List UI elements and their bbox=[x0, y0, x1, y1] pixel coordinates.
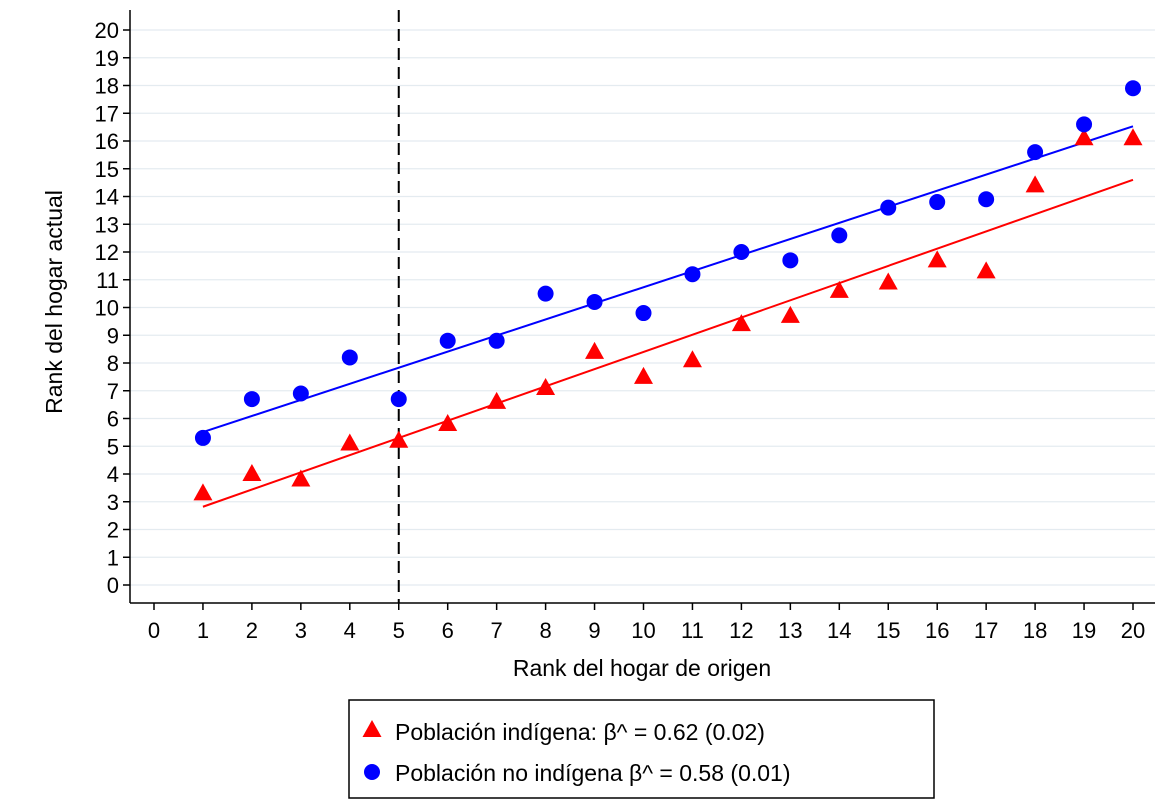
grid-lines bbox=[130, 29, 1155, 586]
point-indigena-2 bbox=[242, 464, 262, 481]
point-no-indigena-16 bbox=[929, 194, 946, 211]
x-tick-label-9: 9 bbox=[588, 618, 600, 643]
y-tick-label-18: 18 bbox=[95, 74, 119, 99]
legend-marker-no-indigena bbox=[364, 764, 380, 780]
y-axis-title: Rank del hogar actual bbox=[41, 190, 67, 414]
fit-line-indigena bbox=[202, 178, 1134, 508]
x-tick-label-3: 3 bbox=[295, 618, 307, 643]
x-tick-label-8: 8 bbox=[539, 618, 551, 643]
x-tick-label-5: 5 bbox=[393, 618, 405, 643]
point-no-indigena-3 bbox=[292, 385, 309, 402]
point-indigena-5 bbox=[389, 430, 409, 448]
point-no-indigena-11 bbox=[684, 266, 701, 283]
point-indigena-9 bbox=[585, 341, 605, 359]
x-tick-label-20: 20 bbox=[1121, 618, 1145, 643]
point-indigena-19 bbox=[1074, 128, 1094, 146]
point-no-indigena-13 bbox=[782, 252, 799, 269]
point-no-indigena-10 bbox=[635, 305, 652, 322]
legend-label-indigena: Población indígena: β^ = 0.62 (0.02) bbox=[395, 719, 765, 745]
point-no-indigena-4 bbox=[341, 349, 358, 366]
x-tick-label-10: 10 bbox=[631, 618, 655, 643]
legend-label-no-indigena: Población no indígena β^ = 0.58 (0.01) bbox=[395, 760, 791, 786]
point-no-indigena-17 bbox=[978, 191, 995, 208]
point-indigena-10 bbox=[634, 366, 653, 384]
data-points bbox=[193, 80, 1143, 501]
point-indigena-13 bbox=[780, 305, 800, 323]
x-tick-label-4: 4 bbox=[344, 618, 356, 643]
x-axis-title: Rank del hogar de origen bbox=[513, 655, 771, 681]
point-indigena-17 bbox=[976, 261, 996, 279]
point-no-indigena-5 bbox=[390, 391, 407, 408]
x-tick-label-7: 7 bbox=[491, 618, 503, 643]
y-tick-label-0: 0 bbox=[107, 573, 119, 598]
fit-line-no-indigena bbox=[202, 125, 1134, 434]
legend: Población indígena: β^ = 0.62 (0.02) Pob… bbox=[348, 699, 935, 799]
point-no-indigena-6 bbox=[439, 332, 456, 349]
y-tick-label-8: 8 bbox=[107, 351, 119, 376]
legend-items bbox=[362, 720, 382, 780]
point-no-indigena-19 bbox=[1076, 116, 1093, 133]
x-tick-label-12: 12 bbox=[729, 618, 753, 643]
x-tick-label-14: 14 bbox=[827, 618, 851, 643]
x-axis-ticks: 0 1 2 3 4 5 6 7 8 9 10 11 12 13 14 15 16 17 18 19 20 bbox=[148, 603, 1145, 643]
point-no-indigena-9 bbox=[586, 293, 603, 310]
y-tick-label-1: 1 bbox=[107, 545, 119, 570]
point-no-indigena-20 bbox=[1125, 80, 1141, 97]
y-tick-label-6: 6 bbox=[107, 407, 119, 432]
y-tick-label-10: 10 bbox=[95, 296, 119, 321]
point-indigena-12 bbox=[731, 314, 751, 332]
y-tick-label-19: 19 bbox=[95, 46, 119, 71]
y-tick-label-13: 13 bbox=[95, 212, 119, 237]
x-tick-label-1: 1 bbox=[197, 618, 209, 643]
y-tick-label-12: 12 bbox=[95, 240, 119, 265]
x-tick-label-18: 18 bbox=[1023, 618, 1047, 643]
y-tick-label-2: 2 bbox=[107, 518, 119, 543]
x-tick-label-16: 16 bbox=[925, 618, 949, 643]
x-tick-label-17: 17 bbox=[974, 618, 998, 643]
y-tick-label-7: 7 bbox=[107, 379, 119, 404]
point-no-indigena-7 bbox=[488, 332, 505, 349]
x-tick-label-11: 11 bbox=[681, 618, 704, 643]
y-tick-label-3: 3 bbox=[107, 490, 119, 515]
x-tick-label-19: 19 bbox=[1072, 618, 1096, 643]
legend-box bbox=[348, 699, 935, 799]
x-tick-label-13: 13 bbox=[778, 618, 802, 643]
y-tick-label-11: 11 bbox=[96, 268, 119, 293]
point-indigena-8 bbox=[536, 377, 556, 395]
point-no-indigena-1 bbox=[194, 429, 211, 446]
y-tick-label-16: 16 bbox=[95, 129, 119, 154]
y-tick-label-5: 5 bbox=[107, 434, 119, 459]
point-no-indigena-8 bbox=[537, 285, 554, 302]
point-no-indigena-12 bbox=[733, 244, 750, 260]
point-indigena-3 bbox=[291, 469, 311, 487]
point-indigena-6 bbox=[438, 414, 458, 432]
point-indigena-20 bbox=[1123, 128, 1143, 146]
x-tick-label-6: 6 bbox=[442, 618, 454, 643]
point-indigena-16 bbox=[927, 250, 947, 268]
x-tick-label-15: 15 bbox=[876, 618, 900, 643]
y-tick-label-17: 17 bbox=[95, 101, 119, 126]
point-indigena-1 bbox=[193, 483, 213, 501]
point-indigena-7 bbox=[487, 391, 507, 409]
point-indigena-14 bbox=[829, 280, 849, 298]
legend-marker-indigena bbox=[362, 720, 382, 737]
y-tick-label-20: 20 bbox=[95, 18, 119, 43]
point-indigena-18 bbox=[1025, 175, 1045, 193]
fit-lines bbox=[202, 125, 1134, 508]
point-no-indigena-14 bbox=[831, 227, 848, 244]
point-no-indigena-18 bbox=[1027, 144, 1044, 161]
x-tick-label-2: 2 bbox=[246, 618, 258, 643]
y-tick-label-15: 15 bbox=[95, 157, 119, 182]
y-tick-label-14: 14 bbox=[95, 185, 119, 210]
point-no-indigena-2 bbox=[243, 391, 260, 408]
point-no-indigena-15 bbox=[880, 199, 897, 216]
y-tick-label-9: 9 bbox=[107, 323, 119, 348]
point-indigena-4 bbox=[340, 433, 360, 451]
y-tick-label-4: 4 bbox=[107, 462, 119, 487]
point-indigena-15 bbox=[878, 272, 898, 290]
point-indigena-11 bbox=[682, 350, 702, 368]
x-tick-label-0: 0 bbox=[148, 618, 160, 643]
